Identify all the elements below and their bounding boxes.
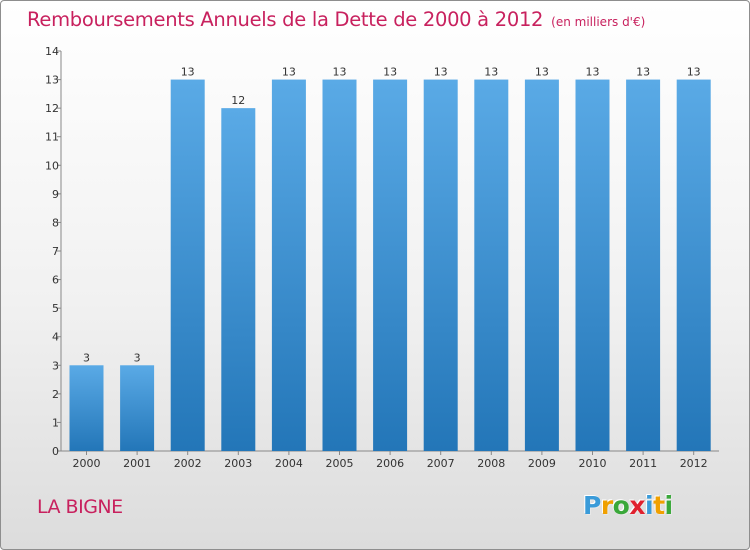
bar [170, 79, 205, 452]
data-label: 13 [434, 66, 448, 79]
data-label: 13 [535, 66, 549, 79]
y-tick-label: 11 [45, 131, 59, 144]
y-tick-label: 10 [45, 159, 59, 172]
y-tick-label: 0 [52, 445, 59, 458]
data-label: 13 [333, 66, 347, 79]
y-tick-label: 2 [52, 388, 59, 401]
data-label: 3 [83, 351, 90, 364]
y-tick-label: 13 [45, 74, 59, 87]
y-tick-label: 9 [52, 188, 59, 201]
bar [271, 79, 306, 452]
x-tick-label: 2010 [579, 457, 607, 470]
x-tick-label: 2004 [275, 457, 303, 470]
chart-title: Remboursements Annuels de la Dette de 20… [27, 8, 645, 31]
data-label: 13 [586, 66, 600, 79]
data-label: 13 [687, 66, 701, 79]
x-tick-label: 2000 [73, 457, 101, 470]
data-label: 13 [636, 66, 650, 79]
data-label: 13 [181, 66, 195, 79]
y-tick-label: 7 [52, 245, 59, 258]
bar [524, 79, 559, 452]
y-tick-label: 3 [52, 359, 59, 372]
x-tick-label: 2008 [477, 457, 505, 470]
bar [322, 79, 357, 452]
data-label: 13 [484, 66, 498, 79]
bars [69, 79, 711, 452]
commune-name: LA BIGNE [37, 496, 123, 518]
y-tick-label: 14 [45, 45, 59, 58]
y-tick-label: 8 [52, 216, 59, 229]
bar [423, 79, 458, 452]
logo-letter: r [600, 491, 613, 520]
data-label: 13 [383, 66, 397, 79]
x-tick-label: 2011 [629, 457, 657, 470]
bar [626, 79, 661, 452]
bar [221, 108, 256, 452]
chart-unit: (en milliers d'€) [551, 15, 646, 29]
bar [474, 79, 509, 452]
logo-letter: P [583, 491, 601, 520]
x-tick-label: 2001 [123, 457, 151, 470]
y-tick-label: 5 [52, 302, 59, 315]
chart-title-text: Remboursements Annuels de la Dette de 20… [27, 8, 544, 31]
logo-letter: o [612, 491, 630, 520]
bar [575, 79, 610, 452]
logo-letter: i [664, 491, 674, 520]
data-label: 3 [134, 351, 141, 364]
x-tick-label: 2007 [427, 457, 455, 470]
x-tick-label: 2005 [326, 457, 354, 470]
logo-letter: i [645, 491, 654, 520]
bar [676, 79, 711, 452]
x-tick-label: 2012 [680, 457, 708, 470]
bar [69, 365, 104, 451]
x-tick-label: 2006 [376, 457, 404, 470]
y-tick-label: 1 [52, 416, 59, 429]
data-label: 12 [231, 94, 245, 107]
y-tick-label: 4 [52, 331, 59, 344]
logo-letter: t [653, 491, 665, 520]
x-tick-label: 2003 [224, 457, 252, 470]
y-tick-label: 12 [45, 102, 59, 115]
y-tick-label: 6 [52, 274, 59, 287]
x-tick-label: 2002 [174, 457, 202, 470]
bar [120, 365, 155, 451]
data-label: 13 [282, 66, 296, 79]
logo-letter: x [629, 491, 645, 520]
x-tick-label: 2009 [528, 457, 556, 470]
bar [373, 79, 408, 452]
labels: 2000 3 2001 3 2002 13 2003 12 2004 13 2005 13 2006 13… [73, 66, 708, 470]
